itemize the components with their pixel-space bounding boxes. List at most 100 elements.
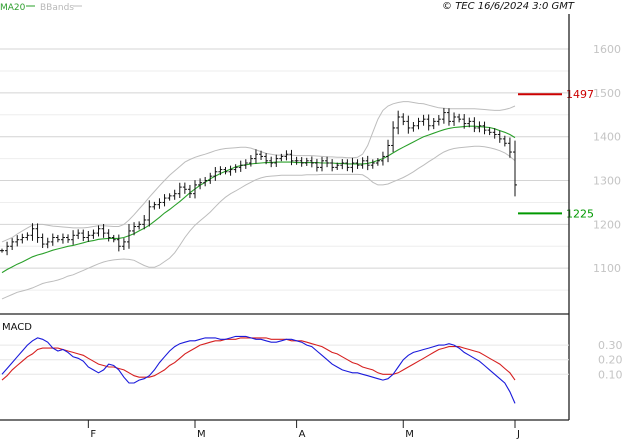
ohlc-bar	[340, 159, 345, 170]
ohlc-bar	[76, 229, 81, 240]
ohlc-bar	[330, 159, 335, 172]
ohlc-bar	[304, 157, 309, 166]
x-month-label: A	[299, 429, 306, 440]
ma20-line	[1, 125, 516, 274]
macd-panel: MACD 0.100.20 0.30	[0, 322, 623, 404]
ohlc-bar	[462, 114, 467, 129]
ohlc-bar	[375, 158, 380, 166]
ohlc-bar	[253, 149, 258, 164]
ohlc-bar	[370, 159, 375, 169]
ohlc-bar	[25, 232, 30, 241]
price-y-axis: 1100 1200 1300 1400 1500 1600	[593, 43, 621, 275]
ohlc-bar	[502, 135, 507, 147]
ohlc-bar	[416, 117, 421, 130]
ohlc-bar	[208, 172, 213, 184]
ohlc-bar	[203, 176, 208, 187]
ohlc-bar	[238, 160, 243, 172]
ohlc-bars	[0, 108, 517, 256]
ohlc-bar	[198, 178, 203, 190]
macd-y-tick-label: 0.10	[598, 368, 623, 381]
ohlc-bar	[101, 224, 106, 238]
ohlc-bar	[228, 165, 233, 176]
legend-ma20: MA20	[0, 3, 26, 13]
price-y-tick-label: 1300	[593, 175, 621, 188]
price-y-tick-label: 1100	[593, 262, 621, 275]
price-y-tick-label: 1500	[593, 87, 621, 100]
ohlc-bar	[365, 155, 370, 171]
ohlc-bar	[335, 162, 340, 170]
ohlc-bar	[472, 117, 477, 133]
ohlc-bar	[401, 113, 406, 126]
ohlc-bar	[177, 182, 182, 199]
ohlc-bar	[116, 234, 121, 252]
macd-line	[1, 335, 516, 404]
ohlc-bar	[172, 189, 177, 200]
ohlc-bar	[182, 182, 187, 194]
resistance-level-label: 1497	[566, 88, 594, 101]
ohlc-bar	[446, 108, 451, 126]
macd-y-tick-label: 0.30	[598, 339, 623, 352]
price-grid	[0, 48, 569, 291]
ohlc-bar	[30, 223, 35, 241]
price-panel: 1100 1200 1300 1400 1500 1600 1497 1225	[0, 43, 621, 300]
ohlc-bar	[5, 241, 10, 256]
ohlc-bar	[325, 156, 330, 168]
ohlc-bar	[452, 112, 457, 126]
price-levels: 1497 1225	[518, 88, 594, 220]
ohlc-bar	[223, 167, 228, 175]
ohlc-bar	[294, 156, 299, 165]
ohlc-bar	[441, 108, 446, 124]
ohlc-bar	[20, 233, 25, 244]
ohlc-bar	[40, 233, 45, 249]
ohlc-bar	[66, 234, 71, 243]
x-month-label: F	[90, 429, 96, 440]
ohlc-bar	[218, 166, 223, 176]
ohlc-bar	[86, 230, 91, 242]
macd-title: MACD	[2, 322, 32, 333]
ohlc-bar	[264, 153, 269, 165]
ohlc-bar	[10, 238, 15, 251]
ohlc-bar	[187, 184, 192, 199]
ohlc-bar	[319, 156, 324, 172]
ohlc-bar	[487, 127, 492, 136]
ohlc-bar	[60, 233, 65, 244]
ohlc-bar	[355, 159, 360, 169]
ohlc-bar	[233, 164, 238, 173]
ohlc-bar	[132, 222, 137, 236]
ohlc-bar	[497, 130, 502, 143]
price-y-tick-label: 1600	[593, 43, 621, 56]
ohlc-bar	[279, 153, 284, 162]
ohlc-bar	[142, 215, 147, 230]
ohlc-bar	[96, 225, 101, 237]
ohlc-bar	[345, 159, 350, 172]
ohlc-bar	[406, 115, 411, 134]
ohlc-bar	[380, 151, 385, 166]
ohlc-bar	[436, 115, 441, 126]
macd-grid	[0, 344, 569, 375]
ohlc-bar	[35, 223, 40, 243]
ohlc-bar	[147, 200, 152, 227]
ohlc-bar	[91, 229, 96, 239]
ohlc-bar	[274, 154, 279, 167]
ohlc-bar	[111, 234, 116, 243]
macd-y-axis: 0.100.20 0.30	[598, 339, 623, 381]
ohlc-bar	[15, 235, 20, 247]
x-month-label: J	[516, 429, 520, 440]
ohlc-bar	[507, 137, 512, 158]
support-level-label: 1225	[566, 207, 594, 220]
macd-lines	[1, 335, 516, 404]
price-y-tick-label: 1200	[593, 218, 621, 231]
ohlc-bar	[0, 248, 4, 253]
ohlc-bar	[314, 158, 319, 172]
ohlc-bar	[269, 156, 274, 168]
x-month-label: M	[405, 429, 414, 440]
ohlc-bar	[55, 234, 60, 243]
ohlc-bar	[431, 118, 436, 130]
ohlc-bar	[126, 224, 131, 249]
ohlc-bar	[411, 122, 416, 132]
legend-bbands: BBands	[40, 3, 74, 13]
ohlc-bar	[167, 193, 172, 201]
ma20-line-group	[1, 125, 516, 274]
